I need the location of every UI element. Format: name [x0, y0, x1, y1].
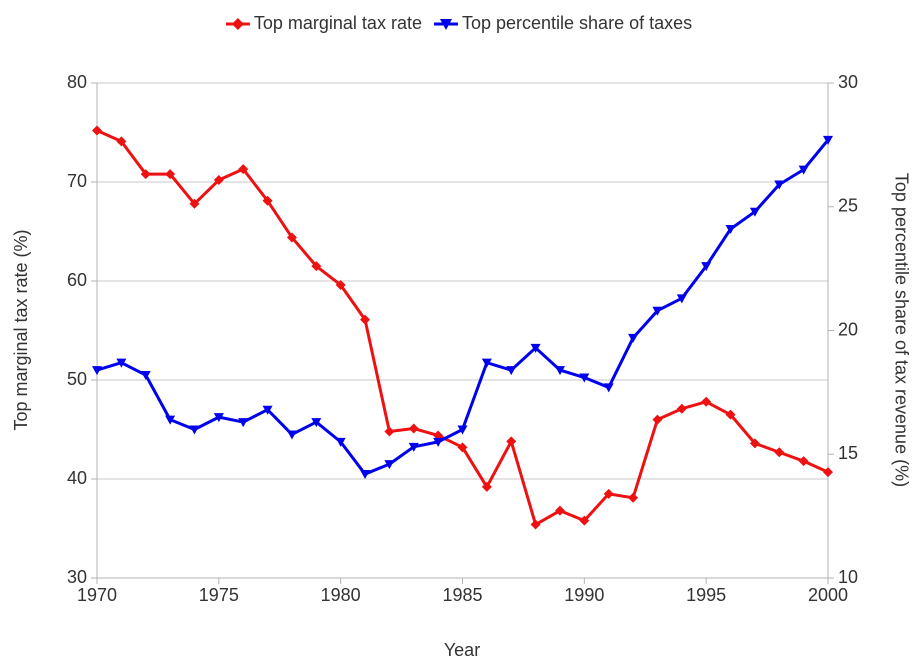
marker — [384, 426, 395, 437]
y-tick-label: 60 — [67, 270, 87, 290]
marker — [311, 418, 322, 428]
marker — [92, 366, 102, 376]
x-tick-label: 1975 — [199, 585, 239, 605]
marker — [360, 470, 371, 480]
y2-axis-label: Top percentile share of tax revenue (%) — [891, 173, 911, 487]
marker — [213, 175, 224, 186]
marker — [628, 492, 639, 503]
marker — [140, 371, 151, 381]
marker — [311, 261, 322, 272]
legend-label: Top marginal tax rate — [254, 13, 422, 33]
legend-swatch — [231, 18, 244, 30]
marker — [749, 438, 760, 449]
marker — [798, 165, 809, 175]
marker — [116, 358, 127, 368]
marker — [798, 456, 809, 467]
marker — [554, 366, 565, 376]
y2-tick-label: 30 — [838, 72, 858, 92]
marker — [262, 405, 273, 415]
marker — [579, 373, 590, 383]
marker — [774, 447, 785, 458]
legend: Top marginal tax rate Top percentile shar… — [225, 13, 692, 33]
marker — [457, 425, 468, 435]
marker — [457, 442, 468, 453]
marker — [676, 403, 687, 414]
marker — [628, 333, 639, 343]
marker — [213, 413, 224, 423]
legend-swatch — [439, 19, 452, 30]
marker — [262, 195, 273, 206]
marker — [652, 414, 663, 425]
marker — [189, 198, 200, 209]
marker — [286, 430, 297, 440]
marker — [189, 425, 200, 435]
x-tick-label: 1980 — [321, 585, 361, 605]
marker — [116, 136, 127, 147]
y-axis-label: Top marginal tax rate (%) — [11, 229, 31, 430]
marker — [530, 519, 541, 530]
marker — [701, 262, 712, 272]
series-line — [96, 129, 829, 527]
y2-tick-label: 25 — [838, 196, 858, 216]
x-tick-label: 1990 — [564, 585, 604, 605]
y2-tick-label: 10 — [838, 567, 858, 587]
marker — [530, 343, 541, 353]
x-axis-label: Year — [444, 640, 480, 660]
y-tick-label: 50 — [67, 369, 87, 389]
marker — [481, 358, 492, 368]
marker — [408, 442, 419, 452]
marker — [603, 383, 614, 393]
x-tick-label: 2000 — [808, 585, 848, 605]
marker — [506, 366, 517, 376]
marker — [92, 125, 102, 136]
marker — [360, 314, 371, 325]
legend-label: Top percentile share of taxes — [462, 13, 692, 33]
marker — [481, 481, 492, 492]
x-tick-label: 1970 — [77, 585, 117, 605]
marker — [823, 135, 833, 145]
marker — [506, 436, 517, 447]
marker — [652, 306, 663, 316]
marker — [165, 169, 176, 180]
y2-tick-label: 20 — [838, 319, 858, 339]
marker — [725, 409, 736, 420]
marker — [774, 180, 785, 190]
marker — [286, 232, 297, 243]
y-tick-label: 70 — [67, 171, 87, 191]
y2-tick-label: 15 — [838, 443, 858, 463]
x-tick-label: 1995 — [686, 585, 726, 605]
marker — [165, 415, 176, 425]
marker — [238, 418, 249, 428]
marker — [603, 488, 614, 499]
marker — [701, 396, 712, 407]
marker — [579, 515, 590, 526]
marker — [676, 294, 687, 304]
marker — [238, 164, 249, 175]
marker — [335, 437, 346, 447]
marker — [335, 279, 346, 290]
marker — [554, 505, 565, 516]
y-tick-label: 80 — [67, 72, 87, 92]
marker — [823, 467, 833, 478]
y-tick-label: 40 — [67, 468, 87, 488]
marker — [408, 423, 419, 434]
marker — [384, 460, 395, 470]
marker — [433, 437, 444, 447]
marker — [725, 225, 736, 235]
marker — [140, 169, 151, 180]
marker — [749, 207, 760, 217]
x-tick-label: 1985 — [442, 585, 482, 605]
y-tick-label: 30 — [67, 567, 87, 587]
